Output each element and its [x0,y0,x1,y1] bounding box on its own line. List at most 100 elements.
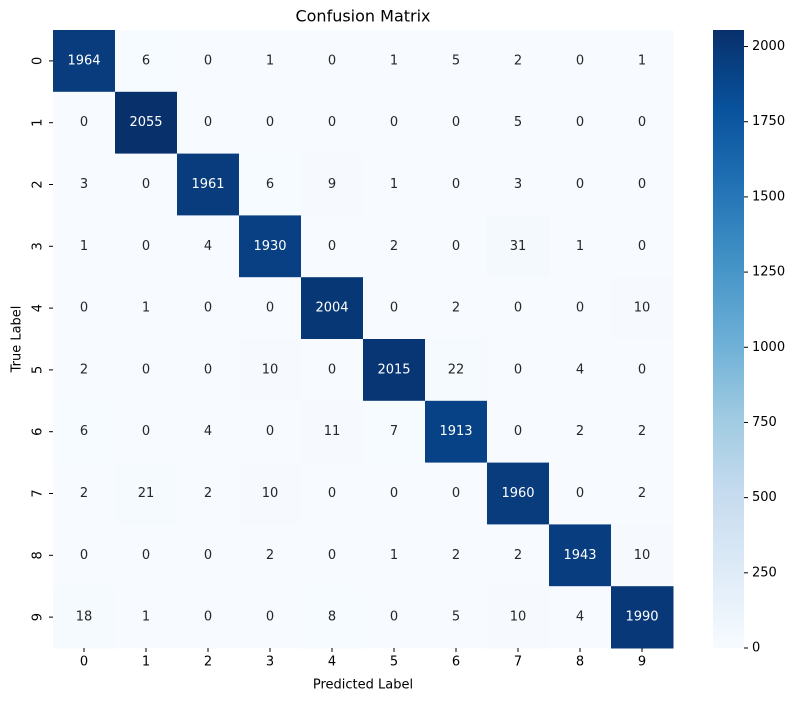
cell-label: 0 [266,610,274,625]
heatmap-cell [239,339,302,402]
x-tick-label: 0 [80,655,88,670]
heatmap-cell [611,339,674,402]
cell-label: 2 [576,424,584,439]
heatmap-cell [425,462,488,525]
cell-label: 0 [204,362,212,377]
cell-label: 0 [452,177,460,192]
heatmap-cell [301,462,364,525]
cell-label: 1961 [191,177,224,192]
x-tick-label: 3 [266,655,274,670]
heatmap-cell [115,524,178,587]
chart-title: Confusion Matrix [295,7,430,26]
y-axis-label: True Label [10,306,25,374]
heatmap-cell [363,524,426,587]
heatmap-cell [611,400,674,464]
heatmap-cell [363,91,426,155]
cell-label: 11 [324,424,341,439]
heatmap-cell [363,30,426,93]
heatmap-cell [177,339,240,402]
cell-label: 2 [204,486,212,501]
cell-label: 0 [204,115,212,130]
cell-label: 1990 [625,610,658,625]
colorbar-tick-label: 1250 [752,265,785,280]
heatmap-cell [301,339,364,402]
heatmap-cell [487,277,550,340]
cell-label: 2 [80,486,88,501]
heatmap-cell [425,586,488,649]
cell-label: 0 [390,486,398,501]
heatmap-cell [239,153,302,216]
cell-label: 1 [390,53,398,68]
cell-label: 2 [638,424,646,439]
cell-label: 0 [576,115,584,130]
heatmap-cell [115,30,178,93]
y-tick-label: 4 [31,304,46,312]
cell-label: 2004 [315,301,348,316]
heatmap-cell [301,586,364,649]
heatmap-cell [425,30,488,93]
heatmap-cell [115,153,178,216]
heatmap-cell [53,153,116,216]
cell-label: 0 [576,301,584,316]
heatmap-cell [177,30,240,93]
cell-label: 2055 [129,115,162,130]
heatmap-cell [487,30,550,93]
x-tick-label: 2 [204,655,212,670]
cell-label: 10 [634,548,651,563]
cell-label: 18 [76,610,93,625]
cell-label: 8 [328,610,336,625]
heatmap-cell [239,400,302,464]
cell-label: 2 [638,486,646,501]
cell-label: 2 [452,548,460,563]
cell-label: 0 [390,115,398,130]
heatmap-cell [177,586,240,649]
heatmap-cell [301,215,364,278]
heatmap-cell [425,400,488,464]
heatmap-cell [239,586,302,649]
heatmap-cell [611,215,674,278]
cell-label: 1 [266,53,274,68]
cell-label: 4 [204,239,212,254]
heatmap-cell [239,462,302,525]
cell-label: 0 [514,362,522,377]
colorbar [713,30,744,648]
cell-label: 5 [452,53,460,68]
cell-label: 0 [452,239,460,254]
cell-label: 2015 [377,362,410,377]
cell-label: 1964 [67,53,100,68]
cell-label: 0 [142,548,150,563]
heatmap-cell [239,277,302,340]
cell-label: 0 [142,239,150,254]
cell-label: 0 [204,53,212,68]
heatmap-cell [487,524,550,587]
cell-label: 1960 [501,486,534,501]
cell-label: 0 [328,548,336,563]
cell-label: 0 [576,53,584,68]
heatmap-cell [549,462,612,525]
heatmap-cell [549,339,612,402]
cell-label: 2 [266,548,274,563]
heatmap-cell [53,586,116,649]
cell-label: 2 [390,239,398,254]
cell-label: 1 [390,548,398,563]
x-tick-label: 8 [576,655,584,670]
heatmap-cell [53,277,116,340]
colorbar-tick-label: 0 [752,641,760,656]
heatmap-cell [549,215,612,278]
heatmap-cell [487,462,550,525]
cell-label: 0 [266,301,274,316]
cell-label: 0 [204,301,212,316]
cell-label: 3 [80,177,88,192]
heatmap-cell [53,339,116,402]
heatmap-cell [177,524,240,587]
cell-label: 5 [452,610,460,625]
heatmap-cell [177,400,240,464]
y-tick-label: 1 [31,119,46,127]
cell-label: 0 [452,486,460,501]
colorbar-tick-label: 1000 [752,340,785,355]
cell-label: 0 [266,424,274,439]
cell-label: 31 [510,239,527,254]
cell-label: 0 [638,239,646,254]
heatmap-cell [115,400,178,464]
